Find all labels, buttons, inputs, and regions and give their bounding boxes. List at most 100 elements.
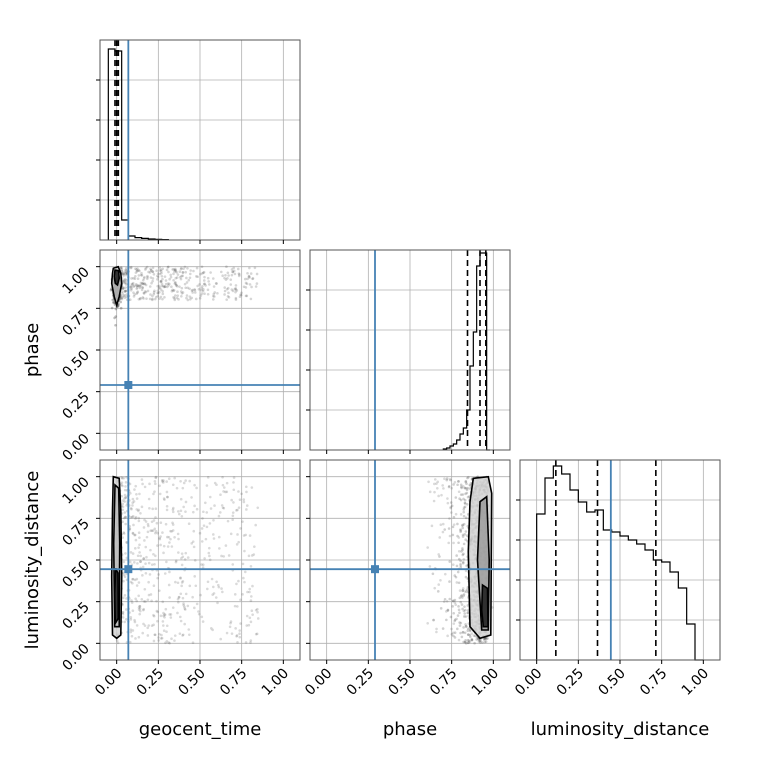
- sample-point: [135, 287, 139, 290]
- sample-point: [450, 627, 453, 631]
- sample-point: [466, 503, 469, 506]
- sample-point: [164, 641, 167, 645]
- sample-point: [483, 637, 487, 640]
- sample-point: [146, 530, 150, 534]
- sample-point: [130, 284, 133, 288]
- sample-point: [483, 640, 487, 644]
- sample-point: [149, 293, 152, 296]
- sample-point: [142, 297, 145, 300]
- sample-point: [125, 293, 129, 296]
- sample-point: [135, 584, 139, 587]
- sample-point: [452, 483, 455, 486]
- sample-point: [149, 548, 152, 552]
- sample-point: [129, 580, 133, 584]
- sample-point: [123, 497, 126, 500]
- sample-point: [208, 522, 212, 525]
- sample-point: [158, 589, 161, 592]
- sample-point: [138, 286, 142, 290]
- sample-point: [169, 613, 173, 616]
- sample-point: [124, 268, 127, 272]
- sample-point: [184, 270, 188, 274]
- sample-point: [161, 297, 164, 301]
- sample-point: [466, 611, 469, 615]
- sample-point: [462, 609, 466, 613]
- sample-point: [130, 282, 134, 286]
- sample-point: [122, 281, 125, 284]
- sample-point: [463, 502, 467, 505]
- sample-point: [461, 630, 465, 634]
- sample-point: [152, 292, 156, 296]
- sample-point: [180, 581, 184, 584]
- sample-point: [121, 499, 125, 502]
- sample-point: [121, 520, 124, 524]
- sample-point: [255, 282, 259, 285]
- sample-point: [452, 611, 456, 615]
- sample-point: [453, 631, 457, 635]
- sample-point: [129, 628, 133, 632]
- sample-point: [464, 641, 468, 645]
- sample-point: [156, 278, 159, 281]
- sample-point: [448, 517, 451, 520]
- sample-point: [188, 633, 191, 637]
- sample-point: [134, 271, 138, 274]
- sample-point: [447, 485, 451, 489]
- sample-point: [245, 485, 248, 489]
- sample-point: [449, 615, 453, 619]
- sample-point: [167, 265, 170, 269]
- sample-point: [466, 627, 470, 631]
- sample-point: [453, 574, 457, 577]
- sample-point: [185, 281, 189, 284]
- sample-point: [234, 284, 238, 287]
- sample-point: [203, 292, 206, 295]
- sample-point: [452, 622, 456, 625]
- sample-point: [460, 485, 463, 489]
- sample-point: [133, 533, 137, 537]
- sample-point: [136, 267, 139, 270]
- sample-point: [167, 641, 170, 644]
- panel-phase-vs-geocent-time: [96, 249, 301, 454]
- sample-point: [467, 639, 471, 642]
- sample-point: [235, 582, 238, 586]
- sample-point: [119, 300, 123, 304]
- sample-point: [469, 481, 473, 485]
- sample-point: [453, 618, 457, 621]
- sample-point: [163, 613, 166, 616]
- sample-point: [202, 279, 206, 282]
- sample-point: [147, 561, 151, 565]
- sample-point: [161, 620, 165, 623]
- sample-point: [186, 604, 190, 608]
- truth-marker: [371, 565, 379, 574]
- sample-point: [159, 280, 163, 283]
- sample-point: [121, 616, 125, 619]
- sample-point: [163, 295, 166, 299]
- sample-point: [182, 267, 185, 271]
- sample-point: [184, 479, 187, 482]
- sample-point: [227, 295, 231, 299]
- ylabel-luminosity-distance: luminosity_distance: [22, 471, 43, 650]
- sample-point: [172, 296, 175, 299]
- sample-point: [171, 268, 174, 271]
- sample-point: [141, 282, 145, 286]
- sample-point: [151, 294, 154, 298]
- sample-point: [464, 608, 467, 612]
- sample-point: [220, 554, 223, 558]
- sample-point: [125, 608, 128, 611]
- sample-point: [457, 480, 460, 483]
- sample-point: [123, 279, 127, 282]
- sample-point: [249, 639, 253, 642]
- sample-point: [176, 597, 180, 601]
- sample-point: [124, 552, 127, 555]
- sample-point: [122, 476, 126, 480]
- sample-point: [179, 290, 183, 293]
- sample-point: [150, 269, 153, 272]
- sample-point: [192, 545, 196, 549]
- sample-point: [180, 274, 183, 278]
- sample-point: [227, 554, 231, 557]
- sample-point: [152, 613, 155, 617]
- sample-point: [132, 295, 136, 298]
- sample-point: [121, 286, 125, 289]
- sample-point: [465, 588, 469, 591]
- sample-point: [170, 289, 174, 293]
- sample-point: [125, 268, 128, 272]
- sample-point: [134, 267, 137, 271]
